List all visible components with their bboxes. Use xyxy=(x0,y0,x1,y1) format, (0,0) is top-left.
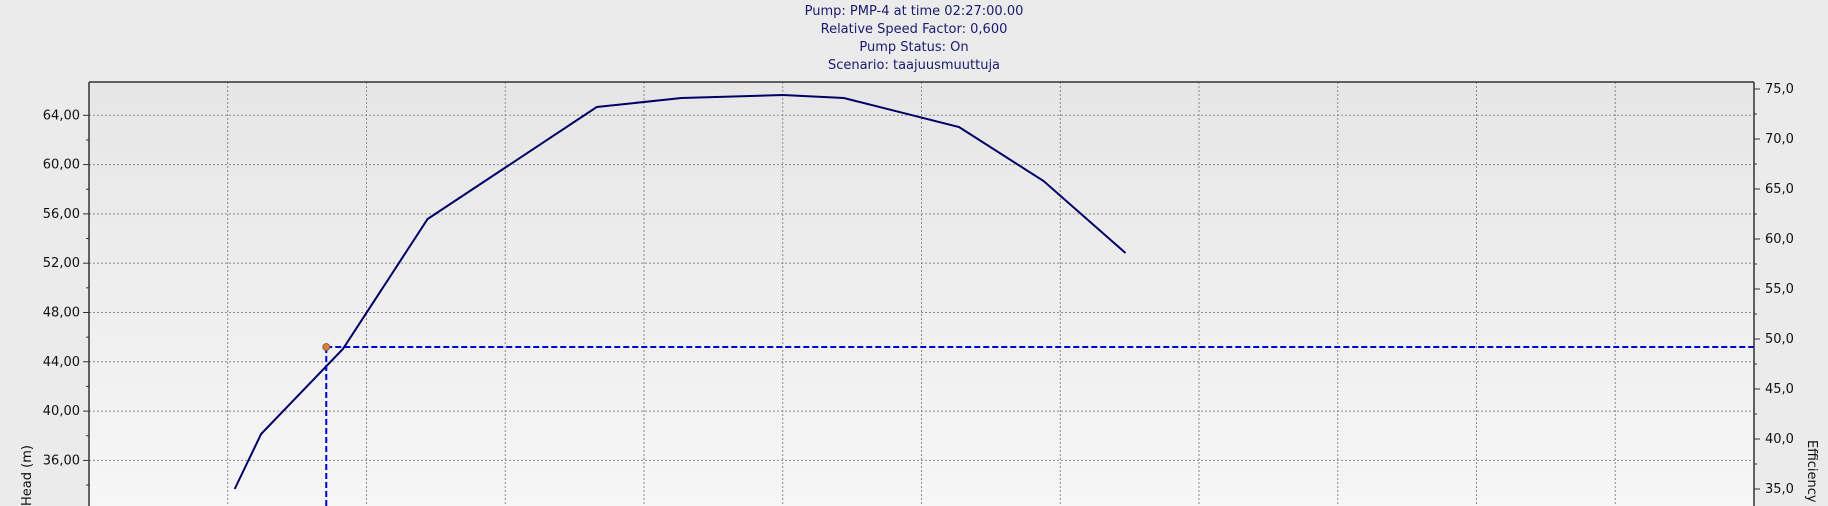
efficiency-curve xyxy=(233,93,1127,490)
operating-point-marker xyxy=(322,343,331,351)
right-tick-label: 40,0 xyxy=(1765,432,1794,447)
left-tick-label: 60,00 xyxy=(43,158,80,173)
right-axis: 75,0 70,0 65,0 60,0 55,0 50,0 45,0 40,0 35,0 xyxy=(1754,82,1794,497)
right-tick-label: 70,0 xyxy=(1765,132,1794,147)
left-tick-label: 52,00 xyxy=(43,256,80,271)
right-tick-label: 50,0 xyxy=(1765,332,1794,347)
right-tick-label: 35,0 xyxy=(1765,482,1794,497)
left-tick-label: 56,00 xyxy=(43,207,80,222)
left-tick-label: 44,00 xyxy=(43,355,80,370)
header-status-line: Pump Status: On xyxy=(859,40,968,55)
header-speed-line: Relative Speed Factor: 0,600 xyxy=(821,22,1008,37)
left-tick-label: 36,00 xyxy=(43,453,80,468)
left-axis: 64,00 60,00 56,00 52,00 48,00 44,00 40,00 36,00 xyxy=(43,108,89,486)
left-tick-label: 40,00 xyxy=(43,404,80,419)
right-axis-title: Efficiency xyxy=(1804,440,1819,503)
right-tick-label: 75,0 xyxy=(1765,82,1794,97)
left-axis-title: Head (m) xyxy=(20,445,35,506)
left-tick-label: 64,00 xyxy=(43,108,80,123)
right-tick-label: 65,0 xyxy=(1765,182,1794,197)
series-layer xyxy=(233,93,1127,490)
header-pump-line: Pump: PMP-4 at time 02:27:00.00 xyxy=(805,4,1024,19)
header-scenario-line: Scenario: taajuusmuuttuja xyxy=(828,58,1000,73)
left-tick-label: 48,00 xyxy=(43,305,80,320)
right-tick-label: 60,0 xyxy=(1765,232,1794,247)
right-tick-label: 45,0 xyxy=(1765,382,1794,397)
right-tick-label: 55,0 xyxy=(1765,282,1794,297)
operating-point-layer xyxy=(322,343,1754,506)
